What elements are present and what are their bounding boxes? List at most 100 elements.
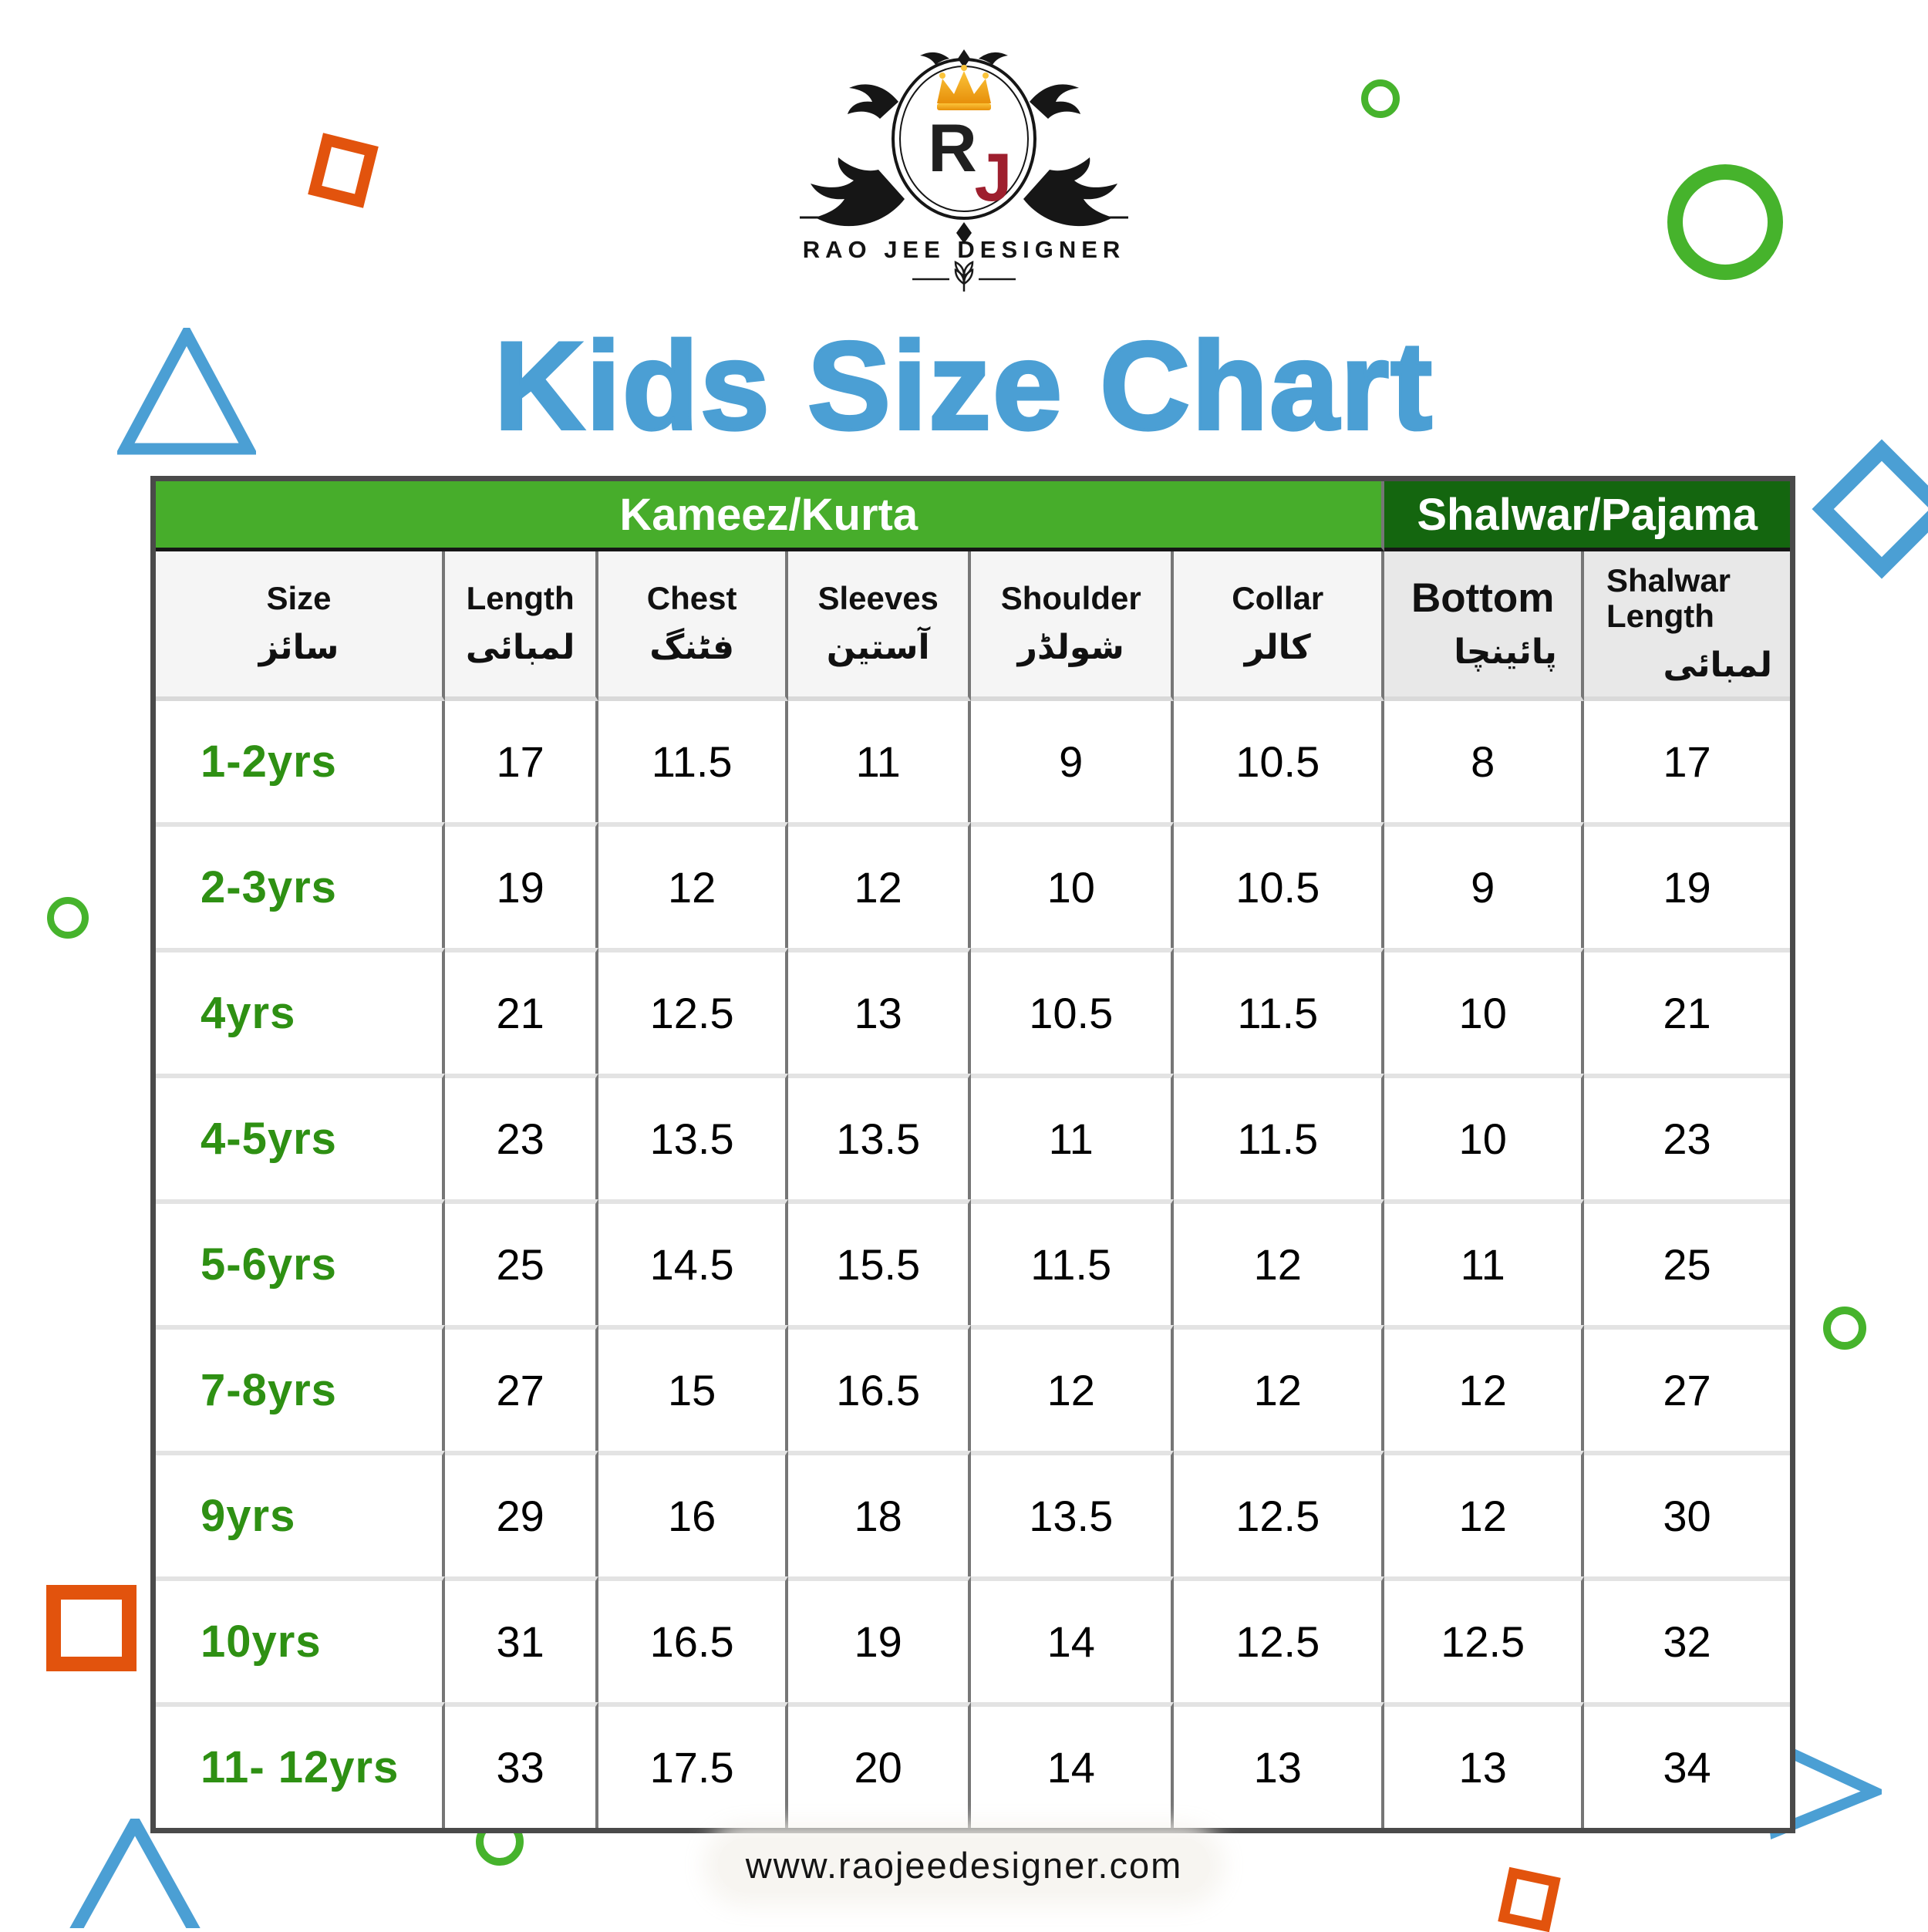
cell-length: 19 (445, 822, 599, 948)
cell-shoulder: 10.5 (971, 948, 1175, 1074)
cell-shoulder: 11 (971, 1074, 1175, 1199)
cell-size: 1-2yrs (156, 701, 446, 822)
table-row: 2-3yrs 19 12 12 10 10.5 9 19 (156, 822, 1790, 948)
cell-shoulder: 11.5 (971, 1199, 1175, 1325)
group-header-kameez: Kameez/Kurta (156, 481, 1385, 551)
monogram-j: J (975, 139, 1013, 215)
cell-chest: 11.5 (598, 701, 789, 822)
cell-collar: 10.5 (1174, 822, 1385, 948)
header-cell-shalwar_length: Shalwar Length لمبائی (1583, 551, 1790, 701)
cell-bottom: 10 (1384, 948, 1584, 1074)
cell-bottom: 10 (1384, 1074, 1584, 1199)
cell-length: 27 (445, 1325, 599, 1451)
table-row: 1-2yrs 17 11.5 11 9 10.5 8 17 (156, 701, 1790, 822)
cell-collar: 12.5 (1174, 1451, 1385, 1576)
circle-shape-right-small (1823, 1307, 1866, 1350)
cell-shalwar_length: 23 (1583, 1074, 1790, 1199)
cell-sleeves: 19 (788, 1576, 972, 1702)
cell-sleeves: 16.5 (788, 1325, 972, 1451)
header-cell-length: Length لمبائی (445, 551, 599, 701)
cell-shoulder: 9 (971, 701, 1175, 822)
cell-chest: 12 (598, 822, 789, 948)
cell-bottom: 12 (1384, 1325, 1584, 1451)
cell-bottom: 9 (1384, 822, 1584, 948)
cell-chest: 15 (598, 1325, 789, 1451)
cell-size: 4yrs (156, 948, 446, 1074)
header-cell-shoulder: Shoulder شولڈر (971, 551, 1175, 701)
cell-sleeves: 20 (788, 1702, 972, 1828)
cell-sleeves: 13.5 (788, 1074, 972, 1199)
cell-chest: 17.5 (598, 1702, 789, 1828)
cell-shalwar_length: 19 (1583, 822, 1790, 948)
cell-size: 4-5yrs (156, 1074, 446, 1199)
cell-bottom: 11 (1384, 1199, 1584, 1325)
website-url: www.raojeedesigner.com (745, 1845, 1183, 1886)
table-row: 10yrs 31 16.5 19 14 12.5 12.5 32 (156, 1576, 1790, 1702)
cell-chest: 16 (598, 1451, 789, 1576)
header-cell-sleeves: Sleeves آستین (788, 551, 972, 701)
table-row: 7-8yrs 27 15 16.5 12 12 12 27 (156, 1325, 1790, 1451)
cell-sleeves: 13 (788, 948, 972, 1074)
cell-chest: 16.5 (598, 1576, 789, 1702)
cell-size: 9yrs (156, 1451, 446, 1576)
cell-length: 17 (445, 701, 599, 822)
cell-length: 31 (445, 1576, 599, 1702)
footer: www.raojeedesigner.com (717, 1838, 1211, 1893)
circle-shape-right-large (1667, 164, 1783, 280)
cell-shoulder: 10 (971, 822, 1175, 948)
monogram-r: R (928, 110, 977, 186)
cell-collar: 11.5 (1174, 948, 1385, 1074)
cell-bottom: 13 (1384, 1702, 1584, 1828)
cell-sleeves: 11 (788, 701, 972, 822)
circle-shape-top (1361, 79, 1400, 118)
cell-length: 33 (445, 1702, 599, 1828)
cell-shoulder: 12 (971, 1325, 1175, 1451)
group-header-shalwar: Shalwar/Pajama (1384, 481, 1790, 551)
table-row: 9yrs 29 16 18 13.5 12.5 12 30 (156, 1451, 1790, 1576)
circle-shape-left (47, 897, 89, 939)
cell-shalwar_length: 34 (1583, 1702, 1790, 1828)
triangle-shape-top-left (117, 328, 256, 455)
cell-sleeves: 15.5 (788, 1199, 972, 1325)
cell-bottom: 8 (1384, 701, 1584, 822)
cell-bottom: 12.5 (1384, 1576, 1584, 1702)
header-cell-collar: Collar کالر (1174, 551, 1385, 701)
cell-shalwar_length: 17 (1663, 737, 1711, 786)
diamond-shape-right (1812, 439, 1928, 579)
flourish-ornament (811, 49, 1008, 227)
cell-shalwar_length: 21 (1583, 948, 1790, 1074)
cell-shalwar_length: 30 (1583, 1451, 1790, 1576)
header-cell-bottom: Bottom پائینچا (1384, 551, 1584, 701)
cell-collar: 10.5 (1174, 701, 1385, 822)
cell-size: 10yrs (156, 1576, 446, 1702)
cell-shalwar_length: 32 (1583, 1576, 1790, 1702)
table-row: 4-5yrs 23 13.5 13.5 11 11.5 10 23 (156, 1074, 1790, 1199)
cell-size: 5-6yrs (156, 1199, 446, 1325)
cell-chest: 13.5 (598, 1074, 789, 1199)
cell-shalwar_length: 27 (1583, 1325, 1790, 1451)
cell-size: 11- 12yrs (156, 1702, 446, 1828)
cell-bottom: 12 (1384, 1451, 1584, 1576)
cell-length: 25 (445, 1199, 599, 1325)
cell-collar: 11.5 (1174, 1074, 1385, 1199)
group-header-row: Kameez/Kurta Shalwar/Pajama (156, 481, 1790, 551)
cell-chest: 14.5 (598, 1199, 789, 1325)
cell-sleeves: 12 (788, 822, 972, 948)
cell-size: 2-3yrs (156, 822, 446, 948)
cell-length: 23 (445, 1074, 599, 1199)
square-shape-bottom-right (1498, 1866, 1561, 1932)
brand-logo: R J RAO JEE DESIGNER (800, 49, 1128, 292)
cell-shoulder: 13.5 (971, 1451, 1175, 1576)
square-shape-top-left (308, 133, 379, 208)
size-chart-table: Kameez/Kurta Shalwar/Pajama Size سائز Le… (150, 476, 1795, 1833)
column-header-row: Size سائز Length لمبائی Chest فٹنگ Sleev… (156, 551, 1790, 701)
table-row: 5-6yrs 25 14.5 15.5 11.5 12 11 25 (156, 1199, 1790, 1325)
wheat-icon (912, 261, 1016, 292)
header-cell-chest: Chest فٹنگ (598, 551, 789, 701)
table-row: 4yrs 21 12.5 13 10.5 11.5 10 21 (156, 948, 1790, 1074)
cell-chest: 12.5 (598, 948, 789, 1074)
cell-length: 21 (445, 948, 599, 1074)
cell-collar: 12 (1174, 1199, 1385, 1325)
table-row: 11- 12yrs 33 17.5 20 14 13 13 34 (156, 1702, 1790, 1828)
cell-shoulder: 14 (971, 1576, 1175, 1702)
